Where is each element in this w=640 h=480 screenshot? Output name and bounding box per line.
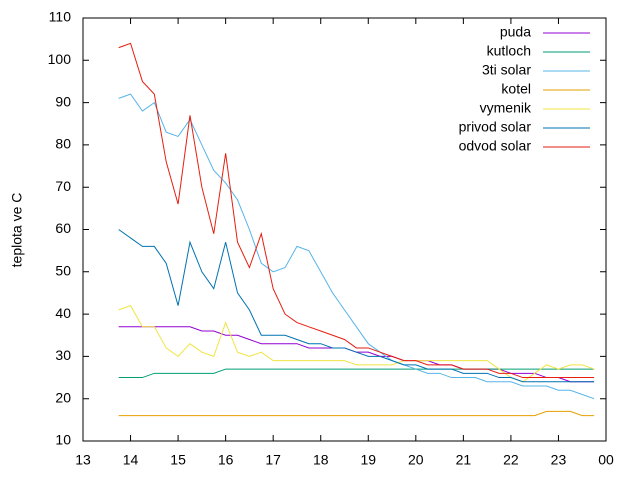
x-tick-label: 19 <box>360 452 376 468</box>
legend-label: 3ti solar <box>482 62 531 78</box>
x-tick-label: 21 <box>456 452 472 468</box>
y-tick-label: 100 <box>48 51 72 67</box>
series-line <box>118 229 595 383</box>
series-line <box>118 368 595 379</box>
series-line <box>118 42 595 379</box>
legend-label: odvod solar <box>459 138 532 154</box>
legend-label: kutloch <box>487 43 531 59</box>
y-tick-label: 60 <box>55 220 71 236</box>
y-tick-label: 70 <box>55 178 71 194</box>
legend-label: vymenik <box>480 100 532 116</box>
y-tick-label: 90 <box>55 93 71 109</box>
x-tick-label: 13 <box>75 452 91 468</box>
y-tick-label: 10 <box>55 432 71 448</box>
y-axis-label: teplota ve C <box>9 193 25 268</box>
y-tick-label: 20 <box>55 389 71 405</box>
x-tick-label: 16 <box>218 452 234 468</box>
y-tick-label: 80 <box>55 136 71 152</box>
x-tick-label: 00 <box>598 452 614 468</box>
x-tick-label: 18 <box>313 452 329 468</box>
x-tick-label: 17 <box>265 452 281 468</box>
x-tick-label: 14 <box>123 452 139 468</box>
y-tick-label: 110 <box>49 9 72 25</box>
y-tick-label: 30 <box>55 347 71 363</box>
y-tick-label: 50 <box>55 263 71 279</box>
x-tick-label: 22 <box>503 452 519 468</box>
legend-label: puda <box>500 24 531 40</box>
y-tick-label: 40 <box>55 305 71 321</box>
series-line <box>118 410 595 417</box>
legend-label: privod solar <box>459 119 532 135</box>
x-tick-label: 23 <box>551 452 567 468</box>
series-line <box>118 305 595 383</box>
legend-label: kotel <box>501 81 531 97</box>
series-line <box>118 93 595 400</box>
x-tick-label: 20 <box>408 452 424 468</box>
x-tick-label: 15 <box>170 452 186 468</box>
